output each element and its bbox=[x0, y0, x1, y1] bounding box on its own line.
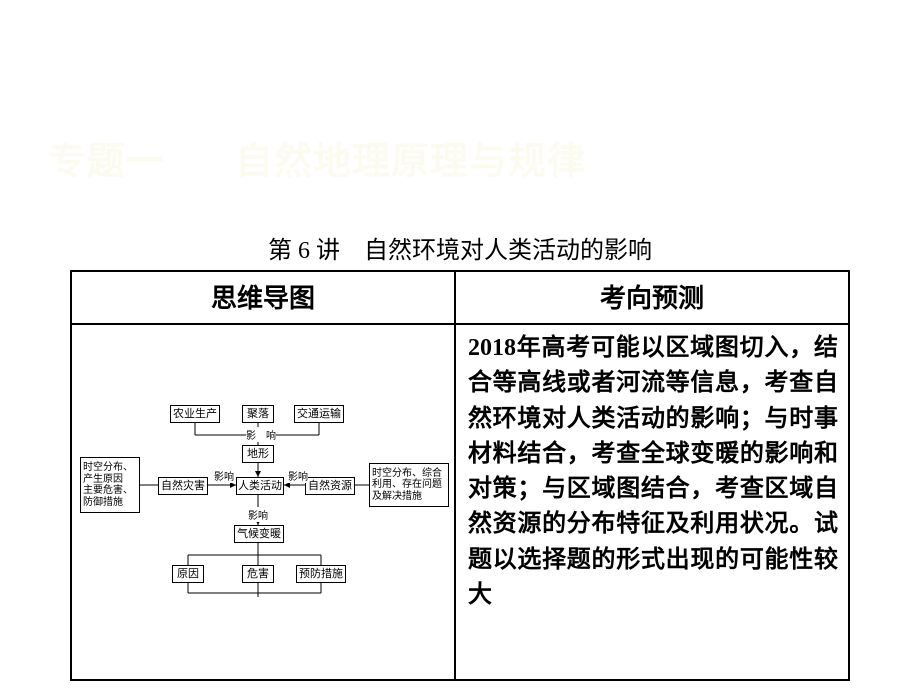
node-danger: 危害 bbox=[242, 565, 274, 583]
node-prevent: 预防措施 bbox=[296, 565, 346, 583]
node-human: 人类活动 bbox=[236, 477, 284, 495]
label-yx2: 影响 bbox=[214, 468, 234, 483]
node-hazard: 自然灾害 bbox=[158, 477, 208, 495]
label-yx3: 影响 bbox=[288, 468, 308, 483]
node-warm: 气候变暖 bbox=[234, 525, 284, 543]
node-res: 自然资源 bbox=[305, 477, 355, 495]
node-trans: 交通运输 bbox=[294, 405, 344, 423]
node-terrain: 地形 bbox=[242, 445, 274, 463]
title-part1: 专题一 bbox=[48, 141, 165, 183]
node-cause: 原因 bbox=[172, 565, 204, 583]
header-right: 考向预测 bbox=[455, 271, 849, 324]
content-table: 思维导图 考向预测 农业生产 聚落 交通运输地形时空分布、 产生原因 主要危害、 防… bbox=[70, 270, 850, 681]
node-settle: 聚落 bbox=[242, 405, 274, 423]
prediction-text: 2018年高考可能以区域图切入，结合等高线或者河流等信息，考查自然环境对人类活动… bbox=[455, 324, 849, 680]
diagram-cell: 农业生产 聚落 交通运输地形时空分布、 产生原因 主要危害、 防御措施自然灾害 人类活… bbox=[71, 324, 455, 680]
node-rightbig: 时空分布、综合 利用、存在问题 及解决措施 bbox=[369, 463, 449, 507]
subtitle: 第 6 讲 自然环境对人类活动的影响 bbox=[0, 230, 920, 265]
label-yx1: 影 响 bbox=[246, 427, 276, 442]
node-agri: 农业生产 bbox=[170, 405, 220, 423]
node-leftbig: 时空分布、 产生原因 主要危害、 防御措施 bbox=[80, 457, 140, 513]
title-part2: 自然地理原理与规律 bbox=[235, 141, 586, 183]
mind-map-diagram: 农业生产 聚落 交通运输地形时空分布、 产生原因 主要危害、 防御措施自然灾害 人类活… bbox=[80, 397, 448, 607]
label-yx4: 影响 bbox=[248, 507, 268, 522]
header-left: 思维导图 bbox=[71, 271, 455, 324]
